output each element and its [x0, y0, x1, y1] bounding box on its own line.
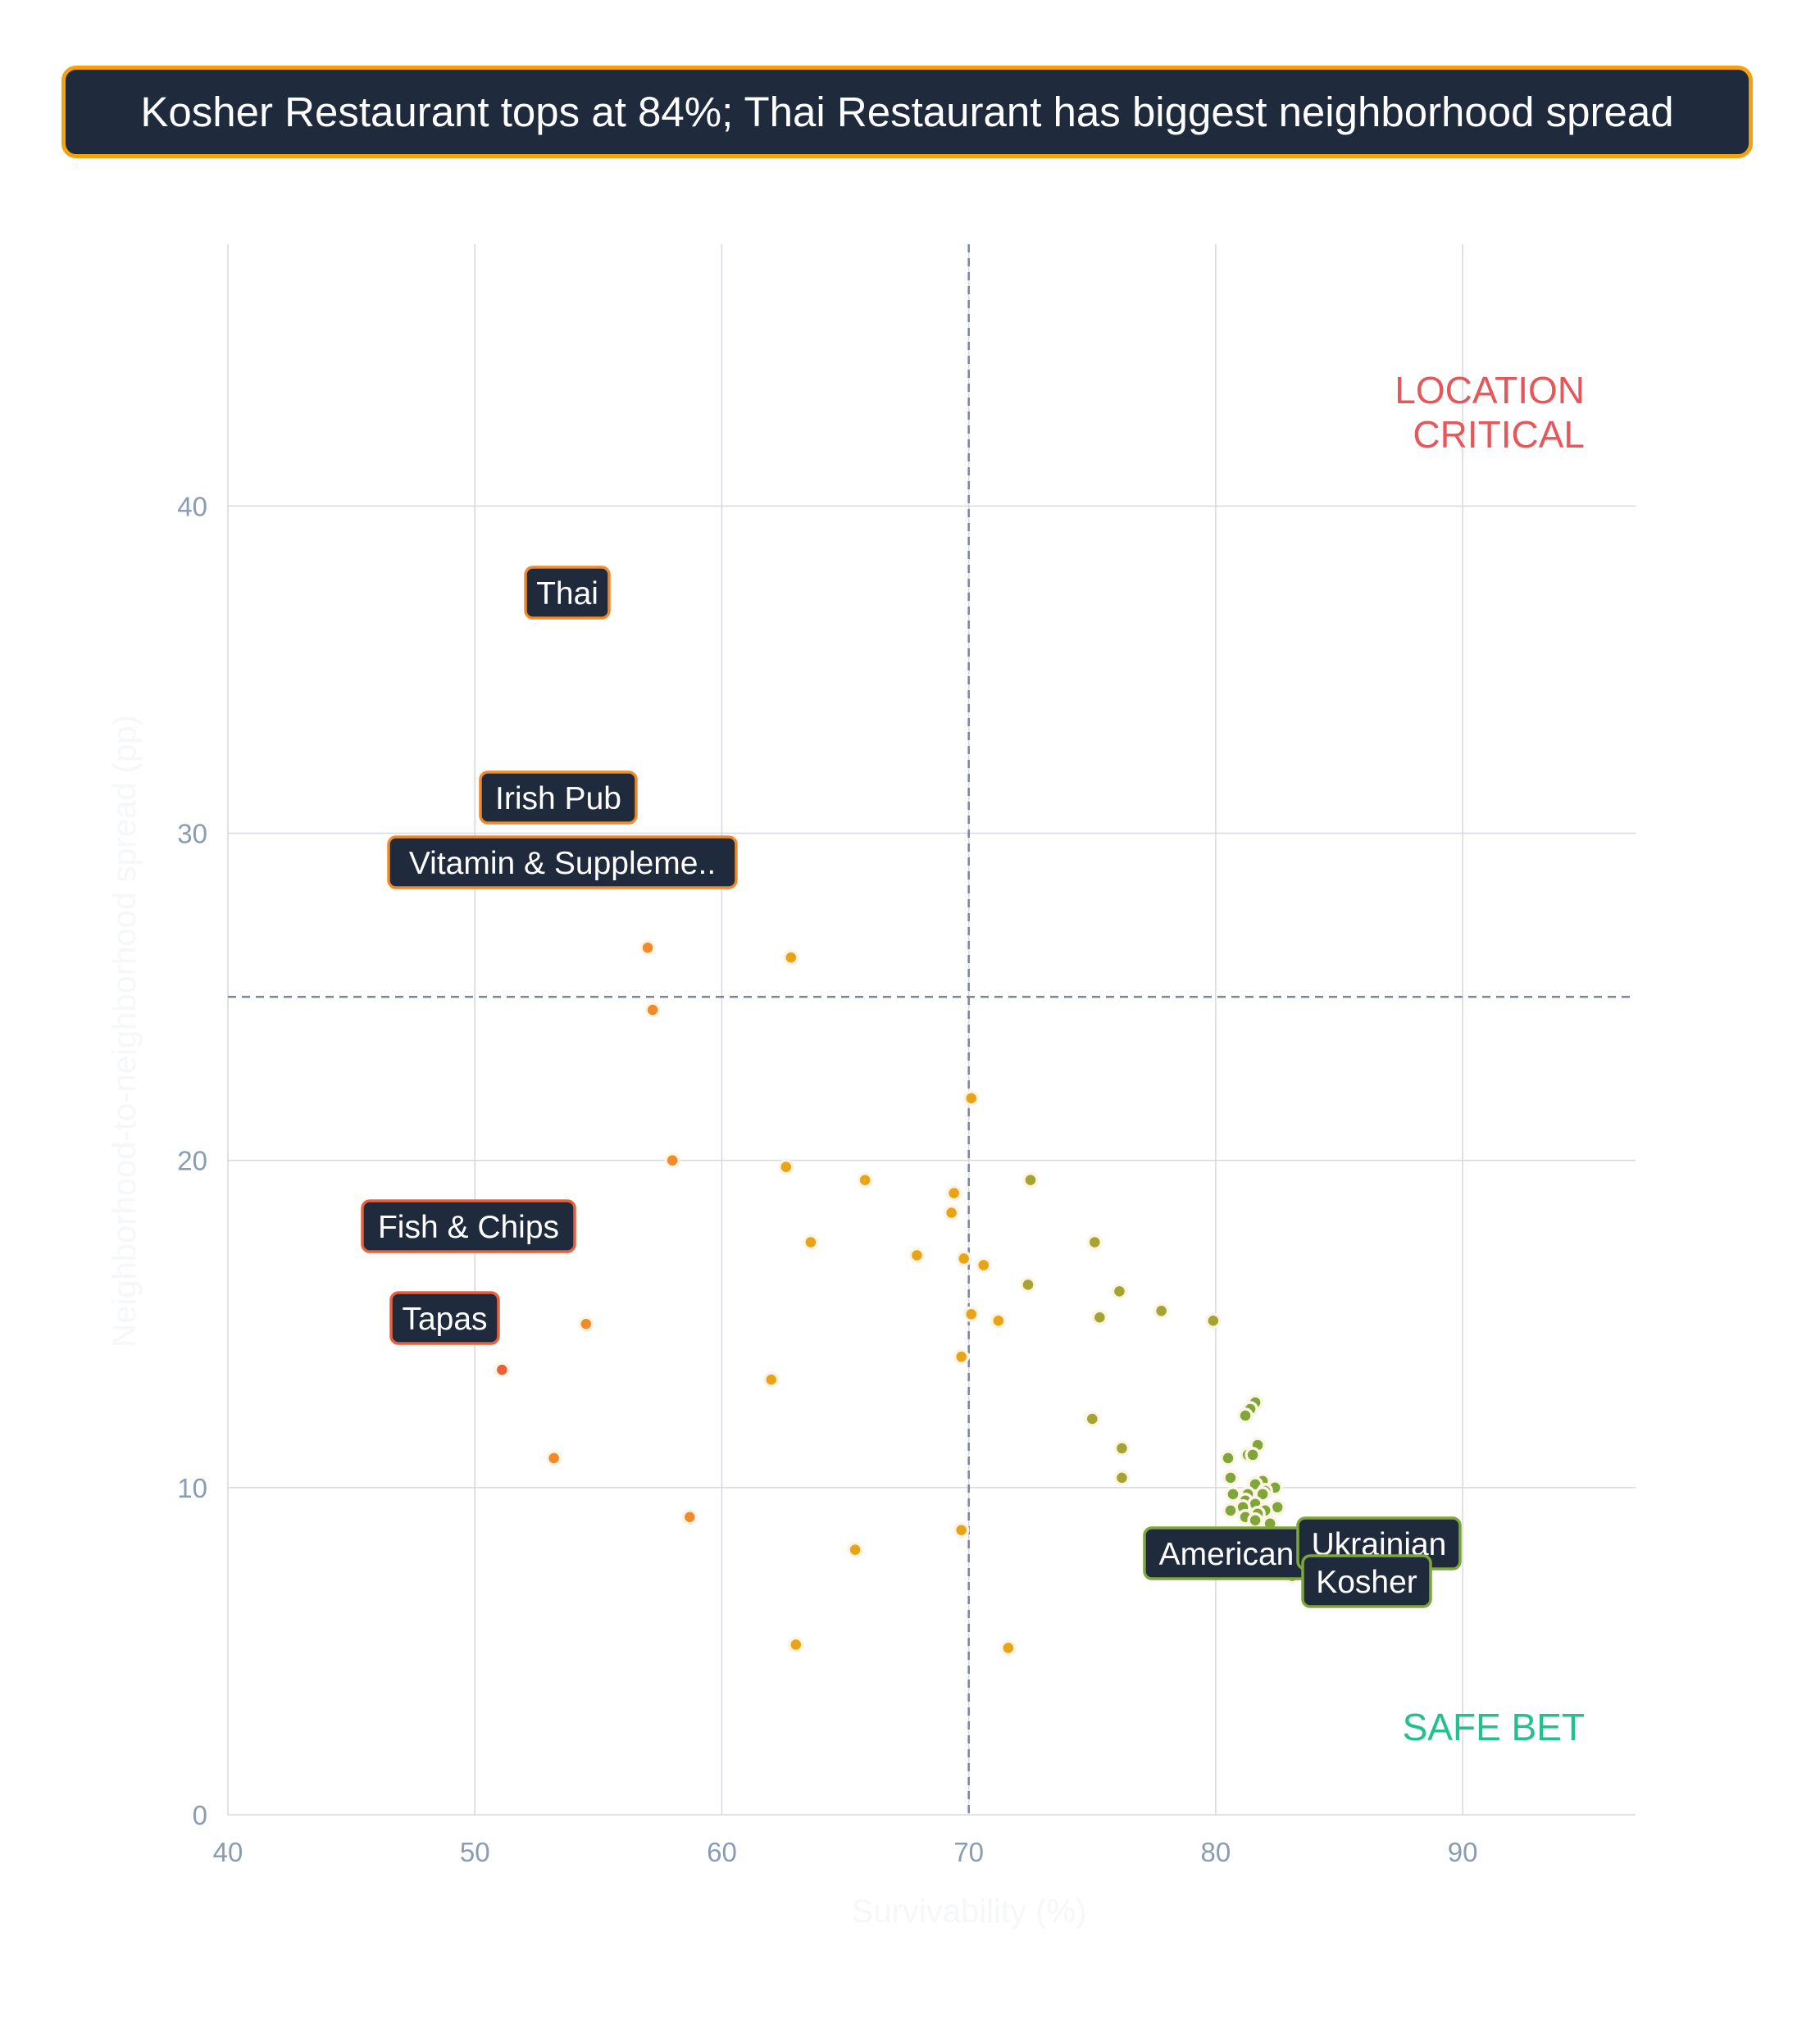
- data-point: [1222, 1502, 1239, 1519]
- x-tick-label: 60: [707, 1837, 737, 1867]
- reference-lines: [228, 244, 1636, 1815]
- chart-title: Kosher Restaurant tops at 84%; Thai Rest…: [61, 66, 1753, 158]
- data-point: [953, 1521, 970, 1539]
- data-point: [847, 1541, 863, 1558]
- data-point: [990, 1312, 1007, 1330]
- data-point: [1205, 1312, 1222, 1330]
- data-point: [1086, 1234, 1103, 1251]
- data-point: [945, 1184, 962, 1202]
- data-point: [1084, 1411, 1101, 1427]
- data-point: [778, 1158, 794, 1175]
- quadrant-label-location: LOCATION: [1395, 369, 1585, 411]
- data-point: [681, 1509, 698, 1525]
- data-point: [545, 1450, 562, 1466]
- data-point: [644, 1002, 661, 1018]
- data-point: [788, 1636, 804, 1653]
- data-point: [1244, 1447, 1261, 1463]
- data-point: [1225, 1486, 1241, 1502]
- y-tick-label: 30: [177, 819, 207, 849]
- data-point: [1000, 1639, 1017, 1657]
- data-point: [955, 1250, 972, 1267]
- callout-text: American: [1159, 1537, 1294, 1572]
- data-point: [1020, 1276, 1036, 1293]
- callout-labels: Thai Irish Pub Vitamin & Suppleme.. Fish & …: [361, 566, 1462, 1608]
- y-tick-label: 40: [177, 491, 207, 521]
- y-tick-label: 10: [177, 1473, 207, 1503]
- data-points: [367, 589, 1306, 1657]
- callout-label: Irish Pub: [479, 770, 638, 825]
- x-tick-label: 90: [1448, 1837, 1478, 1867]
- data-point: [976, 1257, 992, 1274]
- quadrant-label-safe-bet: SAFE BET: [1403, 1706, 1585, 1748]
- callout-box: [361, 1199, 576, 1253]
- x-tick-label: 80: [1201, 1837, 1231, 1867]
- quadrant-label-critical: CRITICAL: [1413, 413, 1585, 456]
- callout-label: Vitamin & Suppleme..: [387, 835, 738, 889]
- data-point: [1222, 1470, 1239, 1486]
- data-point: [1247, 1512, 1263, 1529]
- callout-box: [524, 566, 611, 620]
- y-tick-label: 0: [193, 1800, 207, 1830]
- data-point: [1237, 1407, 1254, 1424]
- data-point: [1022, 1171, 1039, 1189]
- data-point: [1153, 1302, 1170, 1320]
- data-point: [1220, 1450, 1236, 1466]
- callout-box: [387, 835, 738, 889]
- grid: [227, 244, 1636, 1816]
- callout-label: Kosher: [1301, 1554, 1432, 1608]
- callout-text: Fish & Chips: [378, 1210, 559, 1245]
- callout-label: American: [1143, 1526, 1310, 1580]
- x-axis-title: Survivability (%): [852, 1893, 1087, 1930]
- x-tick-label: 50: [460, 1837, 490, 1867]
- data-point: [639, 939, 656, 956]
- callout-label: Fish & Chips: [361, 1199, 576, 1253]
- callout-text: Thai: [536, 576, 598, 611]
- y-axis-title: Neighborhood-to-neighborhood spread (pp): [107, 715, 143, 1348]
- data-point: [803, 1234, 819, 1251]
- data-point: [857, 1171, 873, 1189]
- data-point: [664, 1152, 680, 1169]
- y-tick-label: 20: [177, 1146, 207, 1176]
- x-tick-label: 70: [953, 1837, 984, 1867]
- callout-box: [479, 770, 638, 825]
- data-point: [943, 1204, 960, 1221]
- callout-box: [1301, 1554, 1432, 1608]
- axis-ticks: 40 50 60 70 80 90 0 10 20 30 40: [177, 491, 1477, 1867]
- data-point: [1111, 1283, 1128, 1300]
- callout-label: Thai: [524, 566, 611, 620]
- callout-label: Tapas: [389, 1291, 500, 1345]
- callout-text: Kosher: [1316, 1565, 1417, 1600]
- data-point: [1113, 1440, 1131, 1457]
- data-point: [962, 1306, 980, 1323]
- callout-box: [389, 1291, 500, 1345]
- data-point: [1113, 1470, 1131, 1486]
- data-point: [1091, 1309, 1108, 1326]
- callout-text: Irish Pub: [495, 781, 621, 816]
- data-point: [908, 1247, 926, 1264]
- callout-text: Vitamin & Suppleme..: [409, 846, 716, 881]
- data-point: [953, 1348, 970, 1365]
- x-tick-label: 40: [213, 1837, 243, 1867]
- data-point: [578, 1316, 594, 1332]
- callout-text: Tapas: [402, 1302, 487, 1337]
- data-point: [494, 1361, 511, 1378]
- data-point: [962, 1090, 980, 1107]
- data-point: [762, 1371, 780, 1388]
- data-point: [783, 949, 799, 966]
